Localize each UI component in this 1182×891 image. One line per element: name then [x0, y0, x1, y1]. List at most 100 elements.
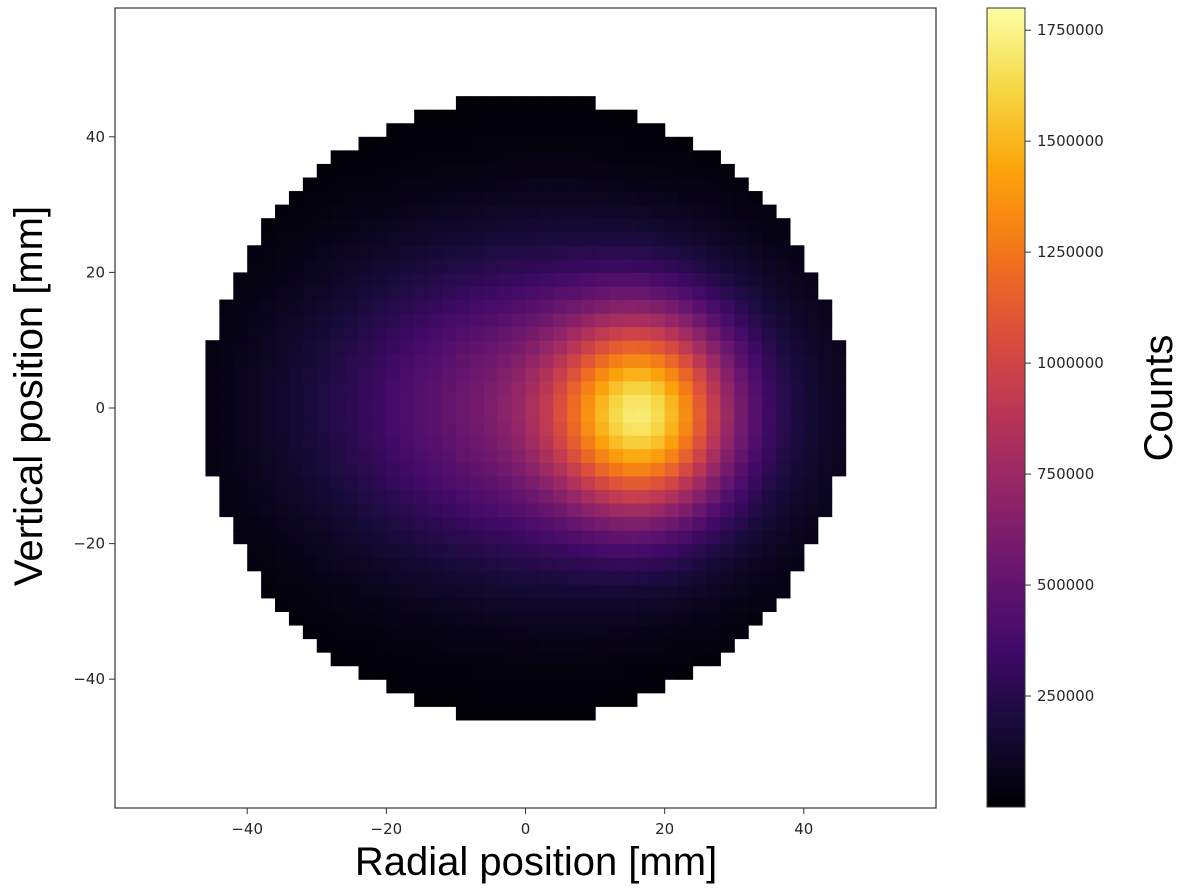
heatmap-cell [831, 380, 847, 396]
heatmap-cell [400, 543, 415, 558]
heatmap-cell [706, 543, 721, 558]
heatmap-cell [455, 367, 471, 382]
heatmap-cell [386, 231, 401, 246]
heatmap-cell [469, 408, 485, 423]
heatmap-cell [622, 204, 638, 219]
heatmap-cell [288, 272, 304, 287]
heatmap-cell [650, 584, 666, 599]
heatmap-cell [358, 665, 374, 680]
heatmap-cell [400, 475, 415, 490]
heatmap-cell [817, 367, 833, 382]
heatmap-cell [608, 231, 624, 246]
heatmap-cell [567, 516, 582, 531]
heatmap-cell [706, 204, 721, 219]
heatmap-cell [622, 231, 638, 246]
heatmap-cell [428, 679, 443, 694]
heatmap-cell [414, 272, 429, 287]
heatmap-cell [483, 231, 499, 246]
heatmap-cell [539, 326, 554, 341]
heatmap-cell [581, 150, 596, 165]
heatmap-cell [414, 380, 429, 396]
heatmap-cell [525, 570, 541, 585]
heatmap-cell [288, 597, 304, 612]
heatmap-cell [386, 530, 401, 545]
heatmap-cell [511, 706, 527, 721]
heatmap-cell [483, 421, 499, 436]
heatmap-cell [734, 394, 749, 409]
heatmap-cell [622, 611, 638, 626]
heatmap-cell [539, 258, 554, 274]
heatmap-cell [581, 163, 596, 179]
heatmap-cell [386, 245, 401, 260]
heatmap-cell [720, 367, 735, 382]
heatmap-cell [622, 597, 638, 612]
heatmap-cell [261, 448, 276, 463]
heatmap-cell [622, 489, 638, 504]
heatmap-cell [275, 462, 290, 477]
heatmap-cell [302, 285, 318, 301]
heatmap-cell [455, 692, 471, 707]
heatmap-cell [205, 380, 220, 396]
heatmap-cell [302, 557, 318, 572]
heatmap-cell [316, 258, 332, 274]
heatmap-cell [344, 367, 360, 382]
heatmap-cell [664, 299, 680, 314]
heatmap-cell [358, 584, 374, 599]
heatmap-cell [622, 285, 638, 301]
heatmap-cell [678, 394, 694, 409]
heatmap-cell [706, 570, 721, 585]
heatmap-cell [233, 502, 248, 518]
heatmap-cell [539, 448, 554, 463]
heatmap-cell [455, 543, 471, 558]
heatmap-cell [595, 570, 610, 585]
heatmap-cell [762, 557, 777, 572]
heatmap-cell [455, 218, 471, 233]
heatmap-cell [664, 502, 680, 518]
heatmap-cell [608, 584, 624, 599]
heatmap-cell [316, 299, 332, 314]
heatmap-cell [803, 353, 819, 368]
heatmap-cell [567, 570, 582, 585]
heatmap-cell [650, 258, 666, 274]
heatmap-cell [692, 367, 707, 382]
heatmap-cell [553, 570, 568, 585]
heatmap-cell [567, 231, 582, 246]
heatmap-cell [455, 665, 471, 680]
heatmap-cell [608, 245, 624, 260]
heatmap-cell [720, 191, 735, 206]
heatmap-cell [678, 665, 694, 680]
heatmap-cell [372, 231, 387, 246]
heatmap-cell [678, 652, 694, 667]
heatmap-cell [483, 624, 499, 640]
heatmap-cell [636, 557, 652, 572]
heatmap-cell [553, 258, 568, 274]
heatmap-cell [762, 475, 777, 490]
heatmap-cell [483, 706, 499, 721]
heatmap-cell [636, 123, 652, 138]
heatmap-cell [247, 380, 262, 396]
heatmap-cell [358, 245, 374, 260]
heatmap-cell [567, 448, 582, 463]
heatmap-cell [358, 150, 374, 165]
heatmap-cell [720, 448, 735, 463]
heatmap-cell [511, 272, 527, 287]
heatmap-cell [734, 340, 749, 355]
heatmap-cell [636, 570, 652, 585]
heatmap-cell [247, 530, 262, 545]
heatmap-cell [428, 150, 443, 165]
heatmap-cell [789, 394, 805, 409]
heatmap-cell [706, 272, 721, 287]
heatmap-cell [650, 570, 666, 585]
heatmap-cell [720, 326, 735, 341]
heatmap-cell [386, 475, 401, 490]
heatmap-cell [595, 557, 610, 572]
heatmap-cell [775, 489, 791, 504]
heatmap-cell [567, 326, 582, 341]
heatmap-cell [706, 638, 721, 653]
heatmap-cell [762, 367, 777, 382]
heatmap-cell [483, 570, 499, 585]
heatmap-cell [511, 163, 527, 179]
heatmap-cell [386, 462, 401, 477]
heatmap-cell [316, 584, 332, 599]
heatmap-cell [497, 597, 513, 612]
